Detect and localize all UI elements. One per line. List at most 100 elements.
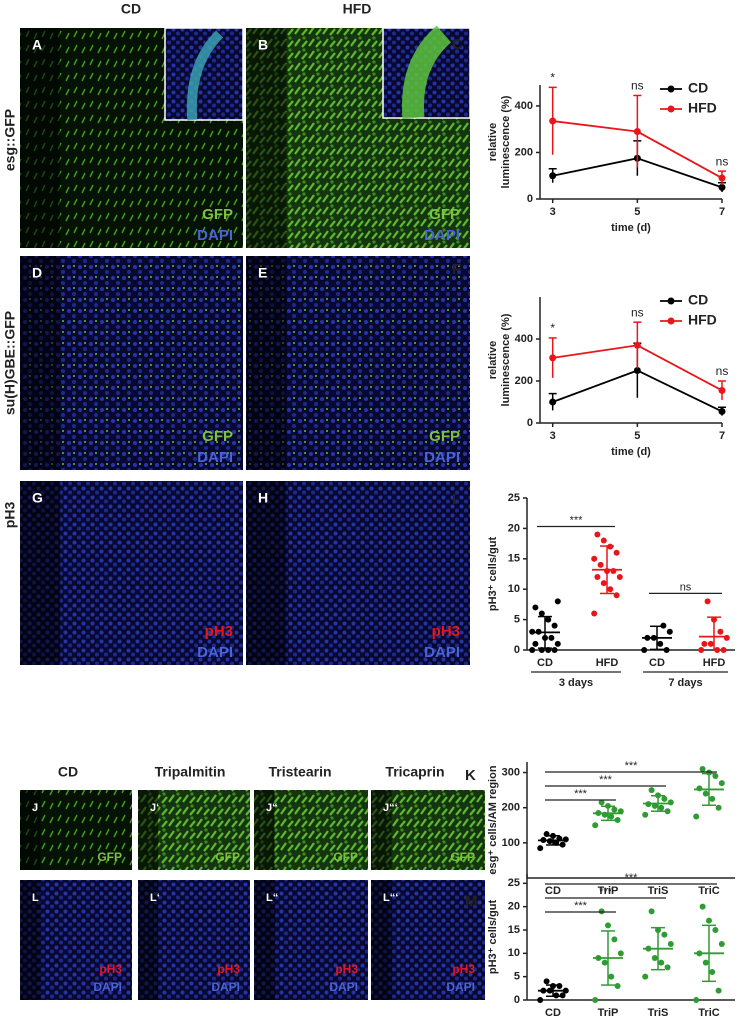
y-axis-label: esg⁺ cells/AM region	[487, 765, 499, 874]
micrograph-shade	[371, 880, 392, 1000]
panel-letter: E	[258, 265, 267, 281]
x-tick-label: TriS	[648, 1007, 669, 1019]
significance: ns	[680, 581, 692, 593]
point	[648, 787, 655, 794]
channel-label: DAPI	[329, 980, 358, 994]
point	[718, 780, 725, 787]
diet-header: CD	[58, 764, 78, 780]
panel-letter: J“	[266, 802, 278, 814]
significance: ***	[599, 774, 613, 786]
point	[699, 903, 706, 910]
point	[591, 555, 598, 562]
diet-header: Tristearin	[268, 764, 331, 780]
point	[696, 785, 703, 792]
channel-label: pH3	[335, 962, 358, 976]
point	[698, 647, 705, 653]
panel-letter: M	[465, 893, 478, 910]
panel-letter: J“‘	[383, 802, 398, 814]
point	[704, 598, 711, 605]
x-tick-label: 7	[719, 430, 725, 442]
point	[553, 992, 560, 999]
micrograph-shade	[246, 256, 287, 470]
point	[611, 936, 618, 943]
channel-label: DAPI	[446, 980, 475, 994]
legend-label: CD	[688, 80, 708, 96]
inset-tissue	[186, 30, 224, 121]
point	[701, 640, 708, 647]
point	[543, 978, 550, 985]
significance: ***	[599, 886, 613, 898]
y-tick-label: 25	[508, 492, 520, 504]
micrograph-shade	[20, 28, 61, 248]
inset-tissue	[401, 25, 452, 119]
y-tick-label: 5	[514, 614, 520, 626]
point	[661, 795, 668, 802]
channel-label: GFP	[429, 428, 460, 445]
channel-label: GFP	[429, 206, 460, 223]
x-tick-label: TriC	[698, 885, 719, 897]
panel-letter: L‘	[150, 892, 160, 904]
x-tick-label: CD	[649, 657, 665, 669]
significance: ***	[570, 514, 584, 526]
panel-letter: G	[32, 490, 43, 506]
point	[607, 586, 614, 593]
x-tick-label: CD	[545, 885, 561, 897]
panel-letter: D	[32, 265, 42, 281]
significance: *	[550, 321, 555, 335]
point	[720, 647, 727, 653]
point	[551, 622, 558, 629]
y-tick-label: 300	[502, 766, 520, 778]
point	[591, 610, 598, 617]
panel-letter: F	[452, 261, 461, 278]
y-tick-label: 400	[515, 333, 533, 345]
micrograph-shade	[371, 790, 392, 870]
significance: ns	[631, 305, 644, 319]
x-axis-label: time (d)	[611, 446, 651, 458]
x-tick-label: TriP	[598, 885, 619, 897]
point	[651, 802, 658, 809]
point	[554, 640, 561, 647]
diet-header: Tripalmitin	[155, 764, 226, 780]
point	[693, 997, 700, 1003]
channel-label: DAPI	[211, 980, 240, 994]
point	[709, 795, 716, 802]
point	[642, 973, 649, 980]
point	[549, 117, 557, 125]
point	[718, 941, 725, 947]
significance: ***	[625, 760, 639, 772]
channel-label: DAPI	[197, 644, 233, 661]
point	[663, 647, 670, 653]
diet-header: Tricaprin	[385, 764, 444, 780]
panel-letter: H	[258, 490, 268, 506]
channel-label: DAPI	[197, 227, 233, 244]
inset	[164, 27, 244, 121]
point	[707, 640, 714, 647]
panel-letter: L“‘	[383, 892, 398, 904]
point	[537, 997, 544, 1003]
point	[600, 537, 607, 544]
x-tick-label: CD	[537, 657, 553, 669]
legend-label: CD	[688, 292, 708, 308]
x-tick-label: TriP	[598, 1007, 619, 1019]
micrograph-shade	[246, 481, 287, 665]
point	[642, 811, 649, 818]
significance: ***	[574, 900, 588, 912]
significance: ns	[716, 154, 729, 168]
significance: ns	[716, 364, 729, 378]
channel-label: pH3	[217, 962, 240, 976]
point	[712, 773, 719, 780]
point	[718, 407, 726, 415]
point	[614, 817, 621, 823]
channel-label: DAPI	[424, 449, 460, 466]
y-axis-label: relative	[487, 341, 499, 380]
column-header: HFD	[343, 1, 372, 17]
y-tick-label: 0	[527, 417, 533, 429]
point	[592, 822, 599, 829]
point	[657, 640, 664, 647]
y-tick-label: 10	[508, 583, 520, 595]
point	[715, 987, 722, 994]
point	[598, 908, 605, 915]
y-tick-label: 0	[514, 644, 520, 656]
y-tick-label: 20	[508, 901, 520, 913]
channel-label: GFP	[333, 850, 358, 864]
